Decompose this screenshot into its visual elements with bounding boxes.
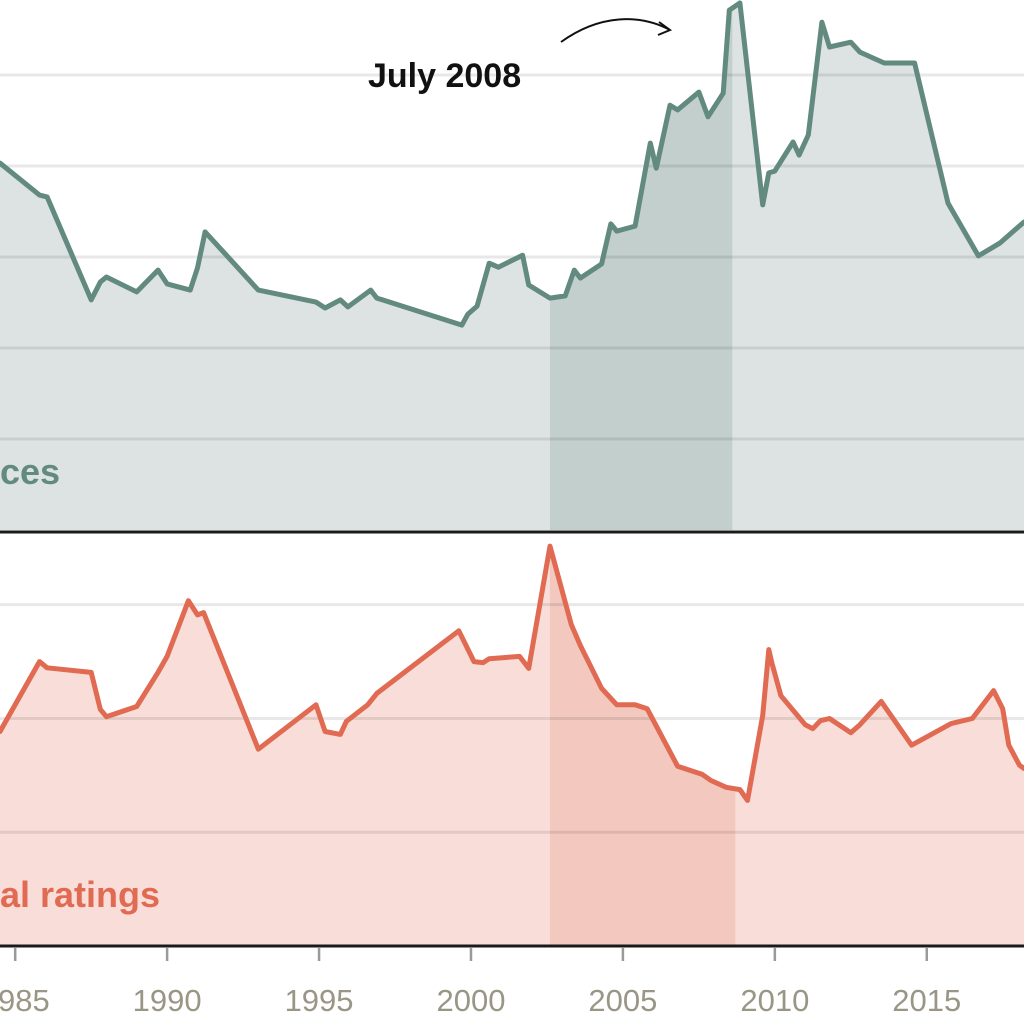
highlight-period [549,2,733,530]
x-tick-label: 2015 [892,983,961,1018]
annotation-arrow [560,18,671,43]
panel-2: al ratings [0,543,1024,946]
x-tick-label: 2005 [588,983,657,1018]
x-tick-label: 1990 [133,983,202,1018]
series-line [0,0,1024,328]
series-label: al ratings [0,874,160,915]
series-line [0,543,1024,803]
highlight-period [549,546,736,946]
x-tick-label: 2010 [740,983,809,1018]
series-label: ces [0,451,60,492]
x-tick-label: 1985 [0,983,50,1018]
x-tick-label: 1995 [285,983,354,1018]
annotation-label: July 2008 [368,57,521,95]
area-fill [0,2,1024,530]
x-tick-label: 2000 [436,983,505,1018]
area-fill [0,546,1024,946]
arrowhead-icon [657,21,673,36]
